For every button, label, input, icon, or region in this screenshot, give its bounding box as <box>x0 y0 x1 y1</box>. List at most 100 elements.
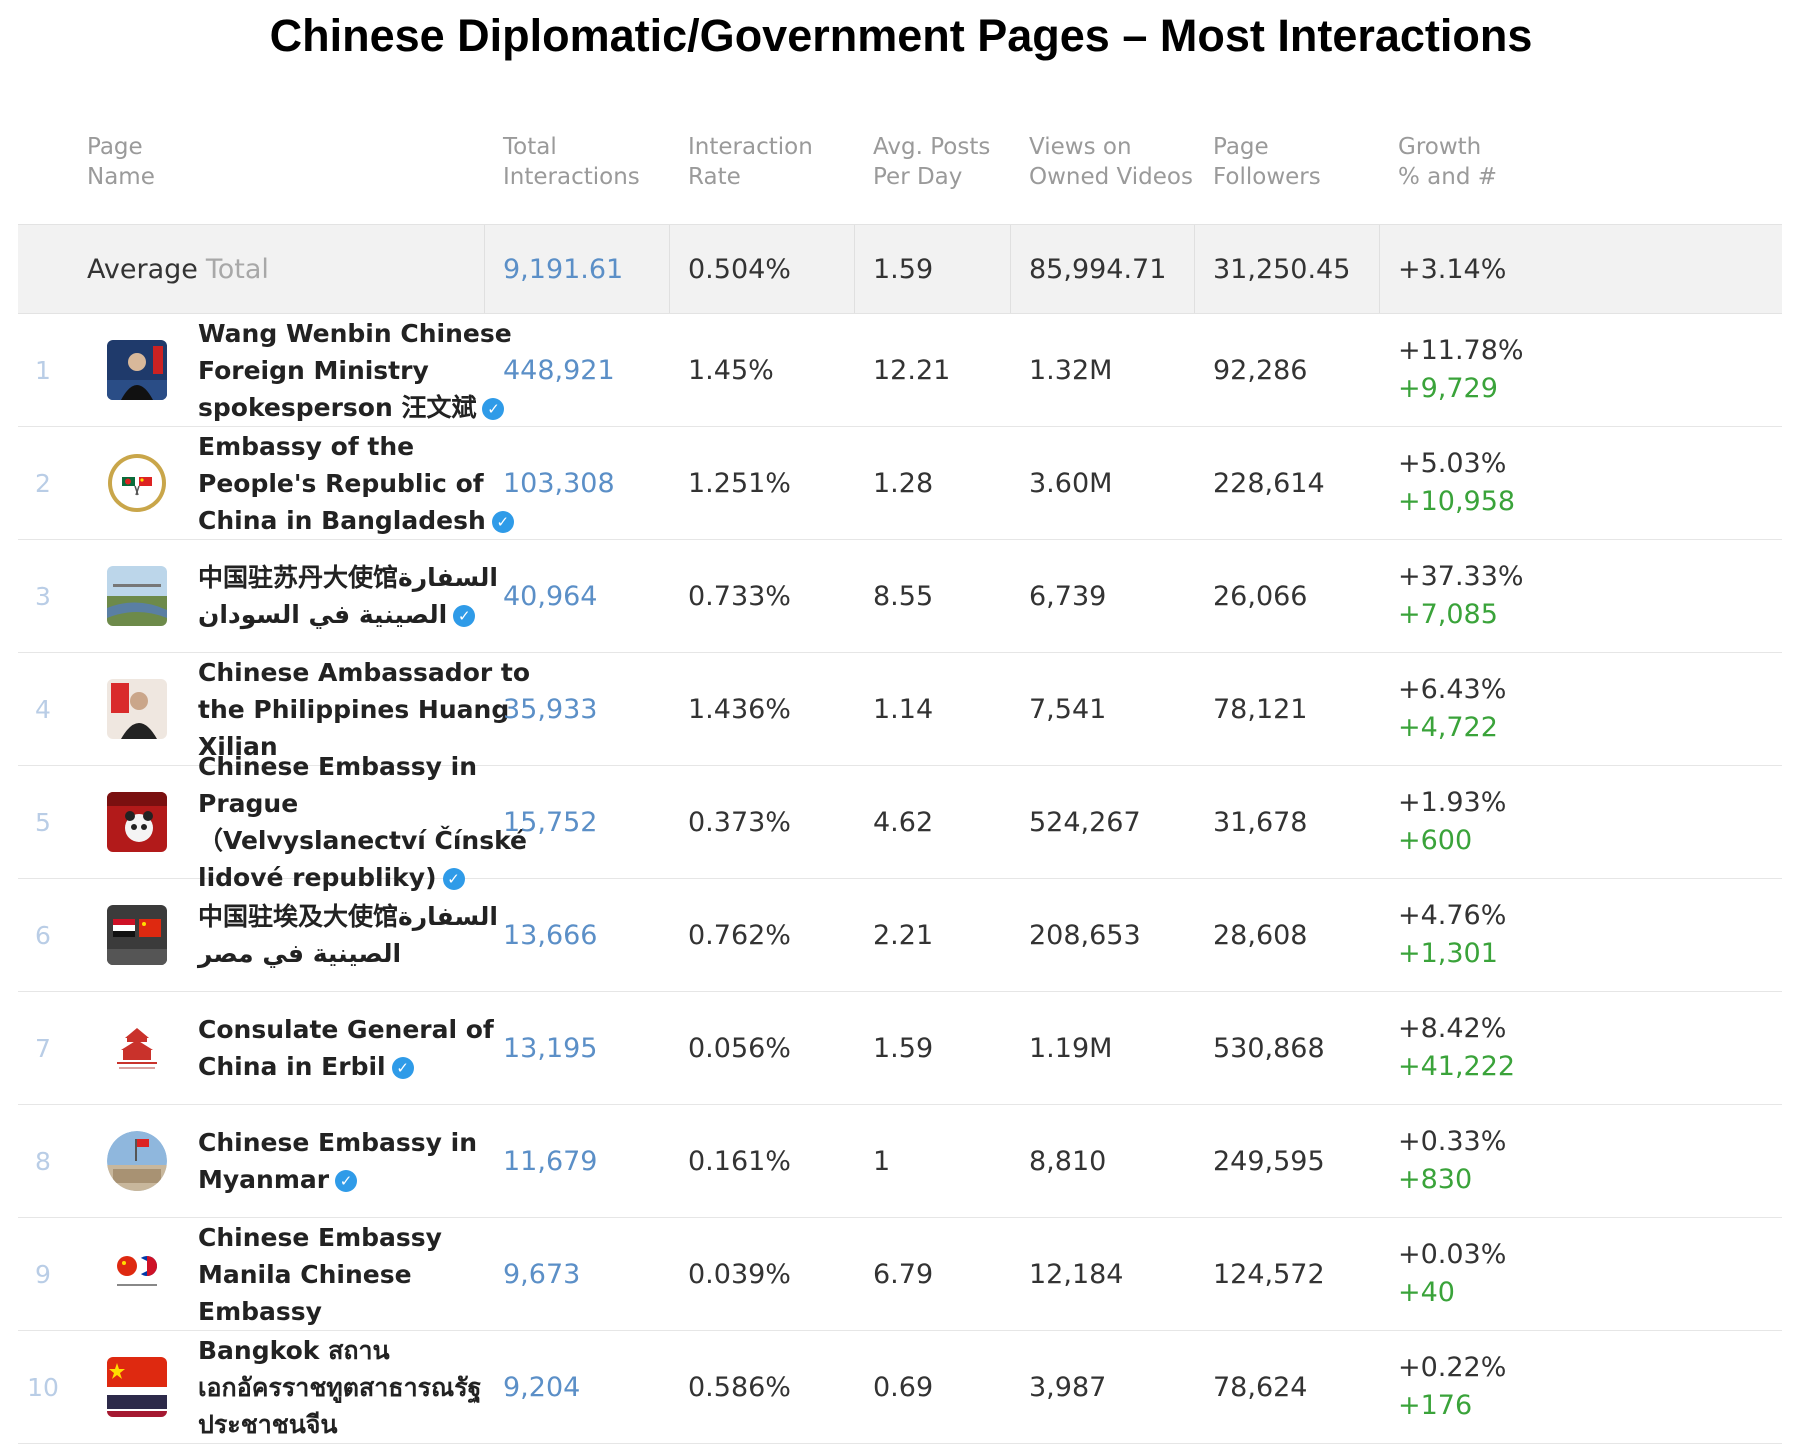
verified-badge-icon: ✓ <box>453 605 476 627</box>
growth-cell: +1.93% +600 <box>1398 766 1506 878</box>
page-name-cell: 中国驻苏丹大使馆السفارة الصينية في السودان ✓ <box>198 540 533 652</box>
avg-posts-cell: 0.69 <box>873 1371 934 1403</box>
average-views: 85,994.71 <box>1029 253 1167 285</box>
growth-number: +10,958 <box>1398 486 1516 517</box>
growth-percent: +4.76% <box>1398 900 1507 931</box>
average-followers: 31,250.45 <box>1213 253 1351 285</box>
interaction-rate-cell: 0.762% <box>688 919 791 951</box>
views-cell: 1.32M <box>1029 354 1113 386</box>
growth-cell: +0.22% +176 <box>1398 1331 1506 1443</box>
avg-posts-cell: 1.28 <box>873 467 934 499</box>
header-total-interactions[interactable]: Total Interactions <box>503 134 640 190</box>
page-name-link[interactable]: Chinese Embassy in Myanmar <box>198 1128 478 1194</box>
growth-percent: +6.43% <box>1398 674 1507 705</box>
page-name-cell: 中国驻埃及大使馆السفارة الصينية في مصر <box>198 879 533 991</box>
page-name-link[interactable]: Embassy of the People's Republic of Chin… <box>198 431 486 535</box>
row-rank: 1 <box>35 355 51 385</box>
total-interactions-cell: 35,933 <box>503 693 598 725</box>
page-name-link[interactable]: 中国驻埃及大使馆السفارة الصينية في مصر <box>198 902 498 968</box>
page-name-link[interactable]: Chinese Embassy in Prague （Velvyslanectv… <box>198 752 528 892</box>
table-row[interactable]: 7 Consulate General of China in Erbil ✓ 13,… <box>18 992 1782 1105</box>
header-growth[interactable]: Growth % and # <box>1398 134 1498 190</box>
page-name-link[interactable]: Bangkok สถานเอกอัครราชทูตสาธารณรัฐประชาช… <box>198 1335 482 1439</box>
growth-number: +9,729 <box>1398 373 1498 404</box>
growth-number: +600 <box>1398 825 1473 856</box>
page-name-cell: Embassy of the People's Republic of Chin… <box>198 427 533 539</box>
page-avatar[interactable] <box>107 453 167 513</box>
page-name-link[interactable]: Chinese Embassy Manila Chinese Embassy <box>198 1222 442 1326</box>
views-cell: 7,541 <box>1029 693 1107 725</box>
page-name-cell: Chinese Embassy in Myanmar ✓ <box>198 1105 533 1217</box>
header-page-name[interactable]: Page Name <box>87 134 155 190</box>
total-toggle[interactable]: Total <box>205 253 269 285</box>
page-avatar[interactable] <box>107 566 167 626</box>
average-interaction-rate: 0.504% <box>688 253 791 285</box>
average-label: Average <box>87 253 198 285</box>
page-name-link[interactable]: Wang Wenbin Chinese Foreign Ministry spo… <box>198 318 512 422</box>
table-row[interactable]: 4 Chinese Ambassador to the Philippines H… <box>18 653 1782 766</box>
interaction-rate-cell: 0.733% <box>688 580 791 612</box>
growth-percent: +0.22% <box>1398 1352 1507 1383</box>
table-row[interactable]: 1 Wang Wenbin Chinese Foreign Ministry sp… <box>18 314 1782 427</box>
page-avatar[interactable] <box>107 1018 167 1078</box>
page-avatar[interactable] <box>107 679 167 739</box>
verified-badge-icon: ✓ <box>335 1170 358 1192</box>
row-rank: 10 <box>27 1372 59 1402</box>
growth-percent: +0.33% <box>1398 1126 1507 1157</box>
growth-cell: +6.43% +4,722 <box>1398 653 1506 765</box>
page-avatar[interactable] <box>107 905 167 965</box>
row-rank: 9 <box>35 1259 51 1289</box>
growth-cell: +8.42% +41,222 <box>1398 992 1515 1104</box>
views-cell: 524,267 <box>1029 806 1141 838</box>
table-row[interactable]: 6 中国驻埃及大使馆السفارة الصينية في مصر 13,666 0.7… <box>18 879 1782 992</box>
table-row[interactable]: 10 Bangkok สถานเอกอัครราชทูตสาธารณรัฐประช… <box>18 1331 1782 1444</box>
page-name-cell: Wang Wenbin Chinese Foreign Ministry spo… <box>198 314 533 426</box>
followers-cell: 249,595 <box>1213 1145 1325 1177</box>
views-cell: 3,987 <box>1029 1371 1107 1403</box>
avg-posts-cell: 1.59 <box>873 1032 934 1064</box>
growth-cell: +37.33% +7,085 <box>1398 540 1524 652</box>
growth-percent: +0.03% <box>1398 1239 1507 1270</box>
table-row[interactable]: 8 Chinese Embassy in Myanmar ✓ 11,679 0.161%… <box>18 1105 1782 1218</box>
page-avatar[interactable] <box>107 1244 167 1304</box>
followers-cell: 26,066 <box>1213 580 1308 612</box>
total-interactions-cell: 9,673 <box>503 1258 581 1290</box>
interaction-rate-cell: 0.373% <box>688 806 791 838</box>
header-views[interactable]: Views on Owned Videos <box>1029 134 1193 190</box>
table-row[interactable]: 2 Embassy of the People's Republic of Chi… <box>18 427 1782 540</box>
total-interactions-cell: 40,964 <box>503 580 598 612</box>
interaction-rate-cell: 0.056% <box>688 1032 791 1064</box>
growth-percent: +11.78% <box>1398 335 1524 366</box>
table-body: 1 Wang Wenbin Chinese Foreign Ministry sp… <box>18 314 1782 1444</box>
page-avatar[interactable] <box>107 1131 167 1191</box>
views-cell: 6,739 <box>1029 580 1107 612</box>
page-avatar[interactable] <box>107 1357 167 1417</box>
page-name-link[interactable]: Consulate General of China in Erbil <box>198 1015 494 1081</box>
header-interaction-rate[interactable]: Interaction Rate <box>688 134 813 190</box>
followers-cell: 78,624 <box>1213 1371 1308 1403</box>
avg-posts-cell: 4.62 <box>873 806 934 838</box>
interaction-rate-cell: 0.039% <box>688 1258 791 1290</box>
row-rank: 8 <box>35 1146 51 1176</box>
growth-number: +40 <box>1398 1277 1455 1308</box>
table-row[interactable]: 5 Chinese Embassy in Prague （Velvyslanect… <box>18 752 1782 892</box>
page-name-link[interactable]: Chinese Ambassador to the Philippines Hu… <box>198 657 531 761</box>
page-name-link[interactable]: 中国驻苏丹大使馆السفارة الصينية في السودان <box>198 563 498 629</box>
average-label-group: Average Total <box>87 225 269 313</box>
page-avatar[interactable] <box>107 340 167 400</box>
header-avg-posts[interactable]: Avg. Posts Per Day <box>873 134 991 190</box>
row-rank: 3 <box>35 581 51 611</box>
table-row[interactable]: 3 中国驻苏丹大使馆السفارة الصينية في السودان ✓ 40,9… <box>18 540 1782 653</box>
avg-posts-cell: 6.79 <box>873 1258 934 1290</box>
page-avatar[interactable] <box>107 792 167 852</box>
table-row[interactable]: 9 Chinese Embassy Manila Chinese Embassy 9… <box>18 1218 1782 1331</box>
growth-cell: +0.03% +40 <box>1398 1218 1506 1330</box>
followers-cell: 92,286 <box>1213 354 1308 386</box>
page-name-cell: Consulate General of China in Erbil ✓ <box>198 992 533 1104</box>
followers-cell: 124,572 <box>1213 1258 1325 1290</box>
verified-badge-icon: ✓ <box>391 1057 414 1079</box>
header-followers[interactable]: Page Followers <box>1213 134 1321 190</box>
table-header: Page Name Total Interactions Interaction… <box>18 120 1782 224</box>
total-interactions-cell: 15,752 <box>503 806 598 838</box>
interaction-rate-cell: 0.586% <box>688 1371 791 1403</box>
